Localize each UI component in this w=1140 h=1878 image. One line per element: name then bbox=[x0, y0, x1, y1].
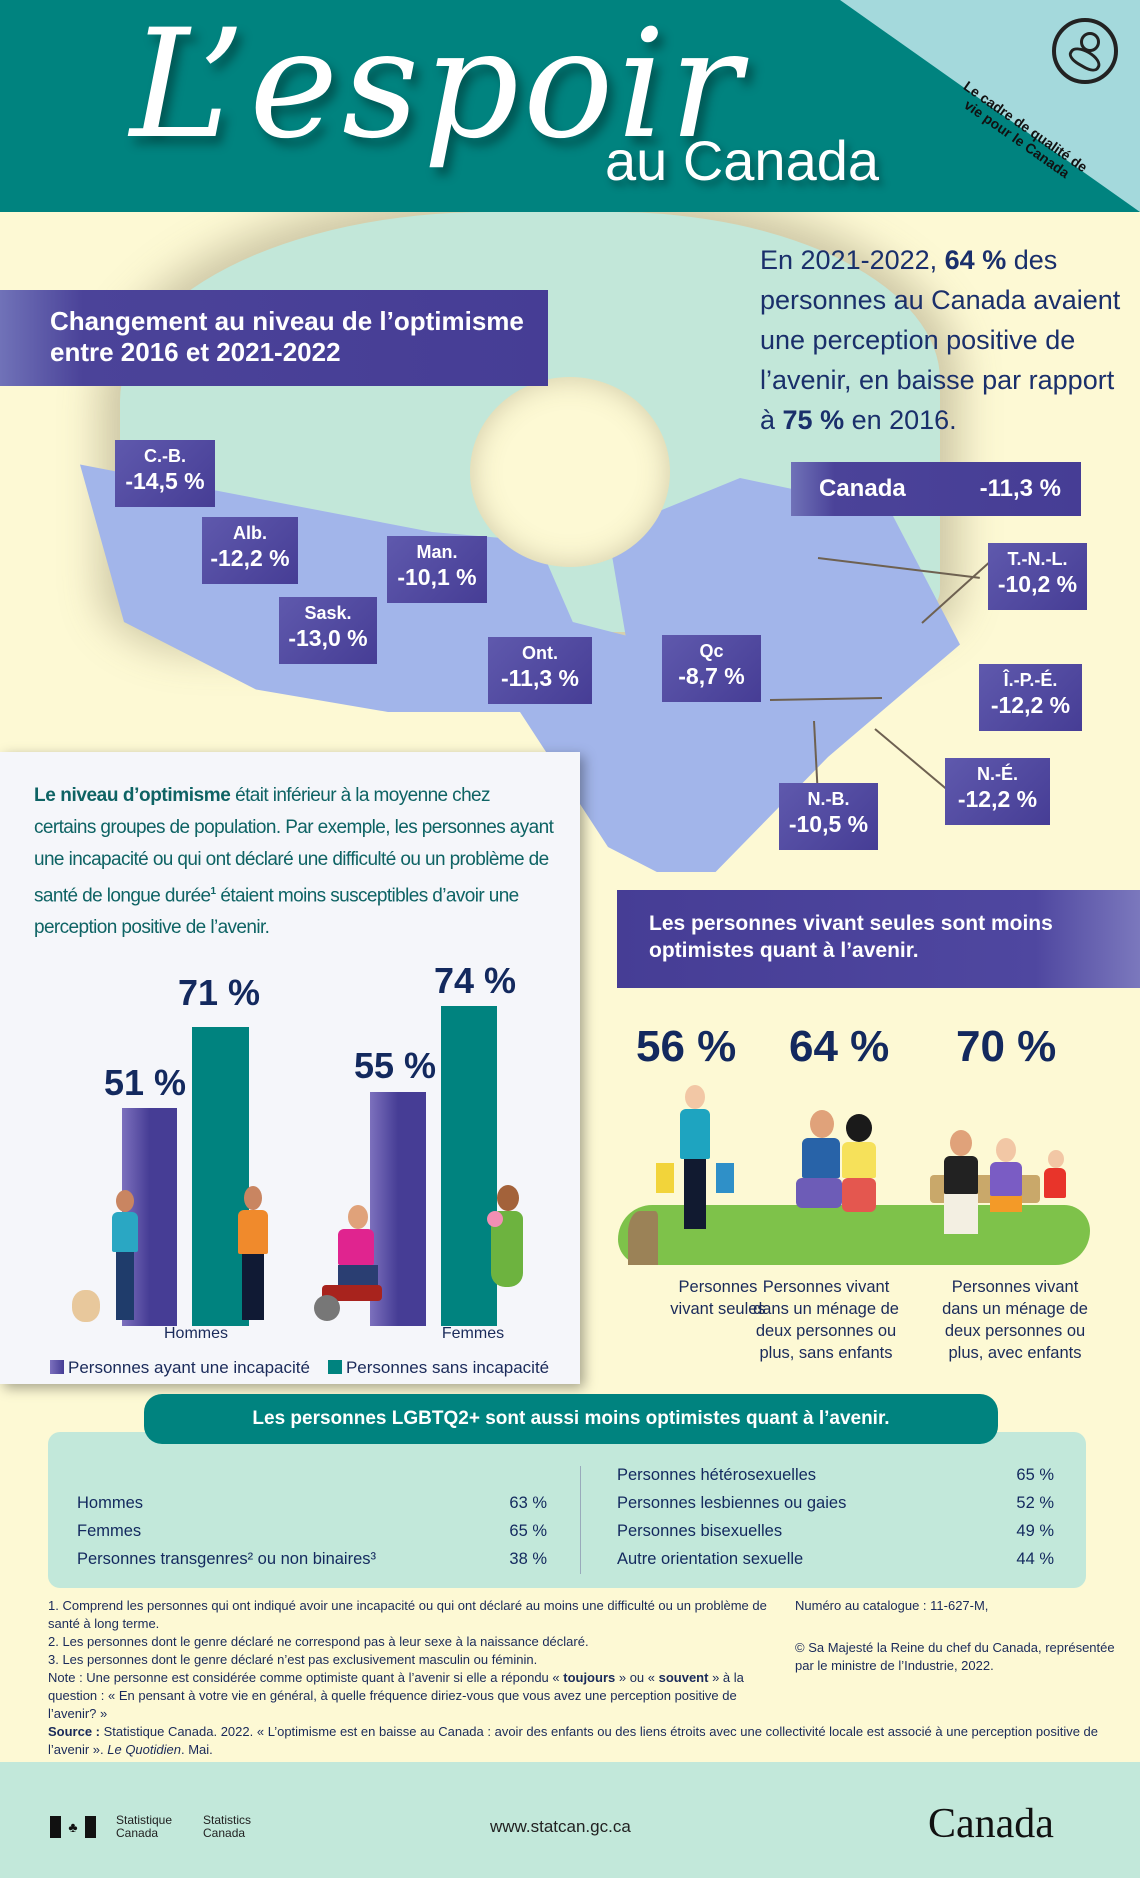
catalogue-number: Numéro au catalogue : 11-627-M, bbox=[795, 1598, 989, 1613]
province-label-on: Ont. -11,3 % bbox=[488, 637, 592, 704]
lgbtq-row-gender: Femmes 65 % bbox=[77, 1522, 547, 1540]
lgbtq-title: Les personnes LGBTQ2+ sont aussi moins o… bbox=[144, 1394, 998, 1444]
household-label-no-children: Personnes vivant dans un ménage de deux … bbox=[753, 1278, 899, 1362]
bar-value-label: 71 % bbox=[177, 972, 261, 1013]
bar-value-label: 55 % bbox=[353, 1045, 437, 1086]
legend-swatch-purple bbox=[50, 1360, 64, 1374]
map-title: Changement au niveau de l’optimisme entr… bbox=[0, 290, 548, 386]
statcan-name-en: Statistics Canada bbox=[203, 1813, 252, 1840]
category-label-women: Femmes bbox=[441, 1325, 505, 1342]
lgbtq-row-orientation: Personnes hétérosexuelles 65 % bbox=[617, 1466, 1054, 1484]
footnotes: 1. Comprend les personnes qui ont indiqu… bbox=[48, 1597, 768, 1723]
household-label-with-children: Personnes vivant dans un ménage de deux … bbox=[942, 1278, 1088, 1362]
province-label-qc: Qc -8,7 % bbox=[662, 635, 761, 702]
family-on-bench-illustration bbox=[920, 1130, 1080, 1240]
province-label-mb: Man. -10,1 % bbox=[387, 536, 487, 603]
category-label-men: Hommes bbox=[163, 1325, 228, 1342]
page-title: L’espoir bbox=[130, 0, 746, 172]
legend-swatch-teal bbox=[327, 1360, 342, 1374]
footnote-2: 2. Les personnes dont le genre déclaré n… bbox=[48, 1634, 589, 1649]
source-citation: Source : Statistique Canada. 2022. « L’o… bbox=[48, 1724, 1099, 1757]
province-label-pe: Î.-P.-É. -12,2 % bbox=[979, 664, 1082, 731]
lgbtq-row-orientation: Autre orientation sexuelle 44 % bbox=[617, 1550, 1054, 1568]
canada-value: -11,3 % bbox=[979, 475, 1061, 502]
canada-total-box: Canada -11,3 % bbox=[791, 462, 1081, 516]
copyright: © Sa Majesté la Reine du chef du Canada,… bbox=[795, 1640, 1115, 1673]
footer bbox=[0, 1762, 1140, 1878]
legend-item-no-disability: Personnes sans incapacité bbox=[327, 1358, 549, 1378]
couple-illustration bbox=[790, 1110, 890, 1220]
lgbtq-row-gender: Personnes transgenres² ou non binaires³ 3… bbox=[77, 1550, 547, 1568]
canada-wordmark: Canada bbox=[928, 1801, 1054, 1847]
man-illustration bbox=[228, 1186, 278, 1326]
household-pct-with-children: 70 % bbox=[956, 1022, 1057, 1071]
disability-description: Le niveau d’optimisme était inférieur à … bbox=[34, 785, 554, 939]
lgbtq-row-orientation: Personnes bisexuelles 49 % bbox=[617, 1522, 1054, 1540]
chart-legend: Personnes ayant une incapacité Personnes… bbox=[50, 1358, 549, 1378]
bar-men-no-disability bbox=[192, 1027, 249, 1326]
canada-label: Canada bbox=[819, 475, 906, 502]
province-label-sk: Sask. -13,0 % bbox=[279, 597, 377, 664]
footnote-3: 3. Les personnes dont le genre déclaré n… bbox=[48, 1652, 538, 1667]
website-link[interactable]: www.statcan.gc.ca bbox=[490, 1817, 631, 1836]
province-label-ns: N.-É. -12,2 % bbox=[945, 758, 1050, 825]
legend-item-disability: Personnes ayant une incapacité bbox=[50, 1358, 310, 1378]
person-circle-icon bbox=[1052, 18, 1118, 84]
bar-women-no-disability bbox=[441, 1006, 497, 1326]
lgbtq-panel bbox=[48, 1432, 1086, 1588]
household-pct-no-children: 64 % bbox=[789, 1022, 890, 1071]
household-label-alone: Personnes vivant seules bbox=[670, 1278, 766, 1318]
province-label-ab: Alb. -12,2 % bbox=[202, 517, 298, 584]
page-subtitle: au Canada bbox=[605, 129, 880, 192]
note: Note : Une personne est considérée comme… bbox=[48, 1670, 744, 1721]
woman-shopping-illustration bbox=[656, 1085, 734, 1235]
hudson-bay bbox=[470, 377, 670, 567]
lgbtq-divider bbox=[580, 1466, 581, 1574]
canada-flag-icon: ♣ bbox=[50, 1816, 96, 1838]
household-pct-alone: 56 % bbox=[636, 1022, 737, 1071]
province-label-bc: C.-B. -14,5 % bbox=[115, 440, 215, 507]
lgbtq-row-gender: Hommes 63 % bbox=[77, 1494, 547, 1512]
woman-with-flowers-illustration bbox=[487, 1185, 527, 1326]
intro-text: En 2021-2022, 64 % des personnes au Cana… bbox=[760, 245, 1121, 435]
bar-value-label: 51 % bbox=[103, 1062, 187, 1103]
man-with-guide-dog-illustration bbox=[72, 1190, 152, 1326]
bar-value-label: 74 % bbox=[433, 960, 517, 1001]
household-title: Les personnes vivant seules sont moins o… bbox=[617, 890, 1140, 988]
footnote-1: 1. Comprend les personnes qui ont indiqu… bbox=[48, 1598, 767, 1631]
statcan-name-fr: Statistique Canada bbox=[116, 1813, 173, 1840]
province-label-nb: N.-B. -10,5 % bbox=[779, 783, 878, 850]
province-label-nl: T.-N.-L. -10,2 % bbox=[988, 543, 1087, 610]
woman-in-wheelchair-illustration bbox=[308, 1205, 406, 1326]
lgbtq-row-orientation: Personnes lesbiennes ou gaies 52 % bbox=[617, 1494, 1054, 1512]
